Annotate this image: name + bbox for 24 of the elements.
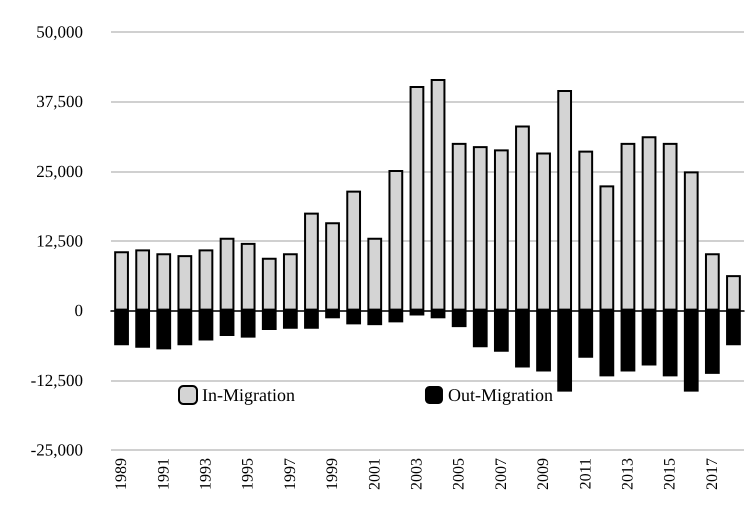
x-tick-label: 2005 (450, 458, 468, 490)
legend-label: In-Migration (202, 385, 295, 405)
x-tick-label: 2017 (704, 458, 721, 490)
y-tick-label: 25,000 (36, 162, 83, 181)
legend-label: Out-Migration (448, 385, 553, 405)
x-tick-label: 2015 (662, 458, 679, 490)
x-tick-label: 1995 (240, 458, 257, 490)
x-tick-label: 2001 (366, 458, 384, 490)
x-tick-label: 2013 (619, 458, 636, 490)
x-tick-label: 2009 (535, 458, 552, 490)
y-tick-label: 12,500 (36, 232, 83, 250)
x-tick-label: 2011 (577, 458, 594, 490)
x-tick-label: 1991 (155, 458, 172, 490)
y-tick-label: 37,500 (36, 92, 83, 112)
y-tick-label: 0 (74, 301, 83, 320)
y-tick-label: -12,500 (30, 370, 83, 390)
x-tick-label: 2007 (492, 458, 510, 490)
x-tick-label: 2003 (408, 458, 426, 490)
y-tick-label: 50,000 (36, 22, 83, 42)
x-tick-label: 1997 (282, 458, 299, 490)
y-tick-label: -25,000 (30, 440, 83, 460)
x-tick-label: 1999 (324, 458, 342, 490)
x-tick-label: 1989 (113, 458, 130, 490)
x-tick-label: 1993 (197, 458, 214, 490)
